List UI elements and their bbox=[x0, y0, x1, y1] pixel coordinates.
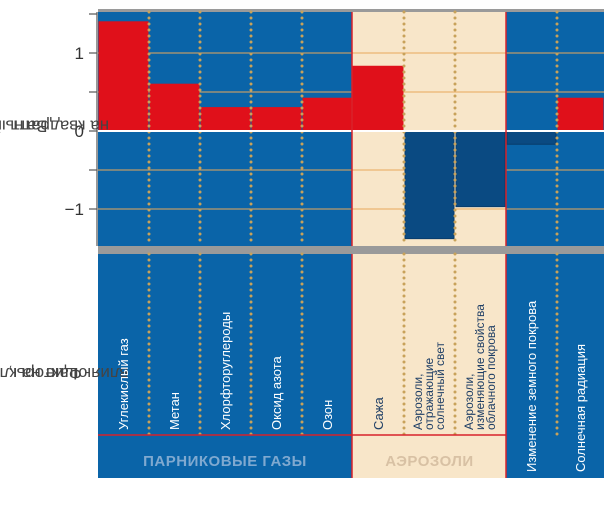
bar-3 bbox=[200, 107, 251, 132]
factor-label-text: Сажа bbox=[370, 397, 386, 430]
factor-label-line: облачного покрова bbox=[484, 325, 498, 430]
factors-bg-other bbox=[506, 254, 604, 478]
bar-4 bbox=[251, 107, 302, 132]
factors-title: Факторы,влияющие на климат bbox=[0, 258, 128, 488]
bar-2 bbox=[149, 83, 200, 132]
factor-label-text: Изменение земного покрова bbox=[524, 300, 539, 472]
bar-1 bbox=[98, 21, 149, 132]
bar-10 bbox=[557, 97, 604, 132]
factor-label-line: Изменение земного покрова bbox=[524, 300, 539, 472]
factor-label-text: Аэрозоли, изменяющие свойства облачного по… bbox=[462, 304, 498, 430]
factor-label-line: Углекислый газ bbox=[116, 338, 131, 430]
factor-label-line: Хлорфторуглероды bbox=[218, 311, 233, 430]
factor-label-text: Углекислый газ bbox=[116, 338, 131, 430]
factor-label-text: Метан bbox=[167, 392, 182, 430]
bars bbox=[98, 21, 604, 240]
factor-label-line: Оксид азота bbox=[269, 356, 284, 430]
y-axis-title-line2: на квадратный метр bbox=[0, 116, 109, 136]
factor-label-line: Солнечная радиация bbox=[573, 343, 588, 472]
bar-8 bbox=[455, 130, 506, 208]
bar-6 bbox=[352, 65, 404, 132]
frame-top bbox=[98, 9, 604, 12]
panel-backgrounds bbox=[98, 9, 604, 478]
y-tick-label: 1 bbox=[75, 44, 84, 63]
factor-label-line: солнечный свет bbox=[433, 341, 447, 430]
factor-label-text: Солнечная радиация bbox=[573, 343, 588, 472]
factors-bg-aerosols bbox=[352, 254, 506, 478]
factors-bg-greenhouse bbox=[98, 254, 352, 478]
panel-gap bbox=[98, 246, 604, 254]
bar-7 bbox=[404, 130, 455, 240]
y-tick-label: −1 bbox=[65, 200, 84, 219]
separator-lines bbox=[98, 10, 604, 478]
y-axis: 1 0 −1 bbox=[65, 12, 98, 246]
factor-label-text: Озон bbox=[319, 399, 335, 430]
bar-5 bbox=[302, 97, 352, 132]
y-tick-label: 0 bbox=[75, 122, 84, 141]
group-label-aerosols: АЭРОЗОЛИ bbox=[385, 452, 474, 470]
factor-label-line: Метан bbox=[167, 392, 182, 430]
factor-label-line: Сажа bbox=[370, 397, 386, 430]
factor-label-text: Оксид азота bbox=[269, 356, 284, 430]
factor-label-text: Хлорфторуглероды bbox=[218, 311, 233, 430]
group-label-greenhouse-gases: ПАРНИКОВЫЕ ГАЗЫ bbox=[143, 452, 307, 470]
factor-label-line: Озон bbox=[319, 399, 335, 430]
factor-label-text: Аэрозоли, отражающие солнечный свет bbox=[411, 341, 447, 430]
factors-title-line2: влияющие на климат bbox=[0, 364, 129, 383]
bar-9 bbox=[506, 130, 557, 145]
